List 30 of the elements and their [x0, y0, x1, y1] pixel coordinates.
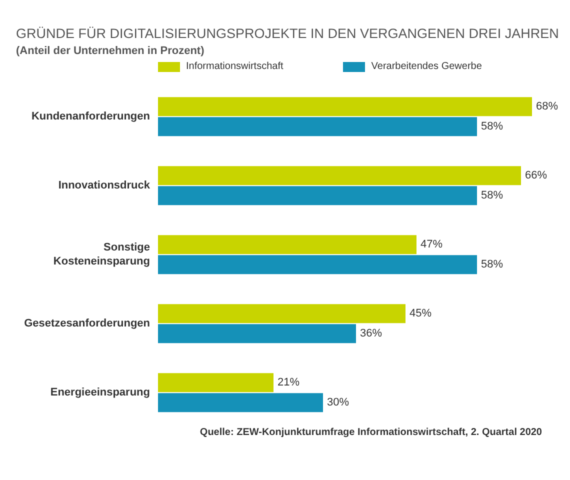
chart-title: GRÜNDE FÜR DIGITALISIERUNGSPROJEKTE IN DEN VERGANGENEN DREI JAHREN [15, 25, 560, 41]
bar [158, 166, 521, 186]
data-label: 58% [481, 190, 504, 202]
bar [158, 117, 477, 136]
bar [158, 304, 406, 324]
bar [158, 393, 323, 412]
data-label: 66% [525, 170, 548, 182]
data-label: 21% [278, 376, 300, 389]
data-label: 45% [410, 308, 432, 320]
chart-subtitle: (Anteil der Unternehmen in Prozent) [15, 44, 206, 57]
bar [158, 235, 416, 254]
data-label: 36% [360, 328, 382, 340]
bar [158, 97, 532, 116]
legend-label: Informationswirtschaft [186, 61, 284, 72]
annotation: Quelle: ZEW-Konjunkturumfrage Informationswirtschaft, 2. Quartal 2020 [198, 427, 543, 438]
bar [158, 186, 477, 206]
data-label: 68% [536, 100, 558, 113]
data-label: 47% [420, 238, 443, 251]
legend-label: Verarbeitendes Gewerbe [371, 61, 482, 72]
bar [158, 324, 356, 344]
y-tick-label: Energieeinsparung [50, 386, 150, 398]
data-label: 58% [481, 258, 504, 271]
data-label: 30% [327, 396, 350, 409]
bar [158, 373, 274, 392]
data-label: 58% [481, 120, 504, 133]
y-tick-label: Sonstige Kosteneinsparung [53, 242, 150, 268]
y-tick-label: Gesetzesanforderungen [24, 318, 150, 330]
bar [158, 255, 477, 274]
y-tick-label: Kundenanforderungen [31, 110, 150, 122]
y-tick-label: Innovationsdruck [58, 180, 151, 192]
